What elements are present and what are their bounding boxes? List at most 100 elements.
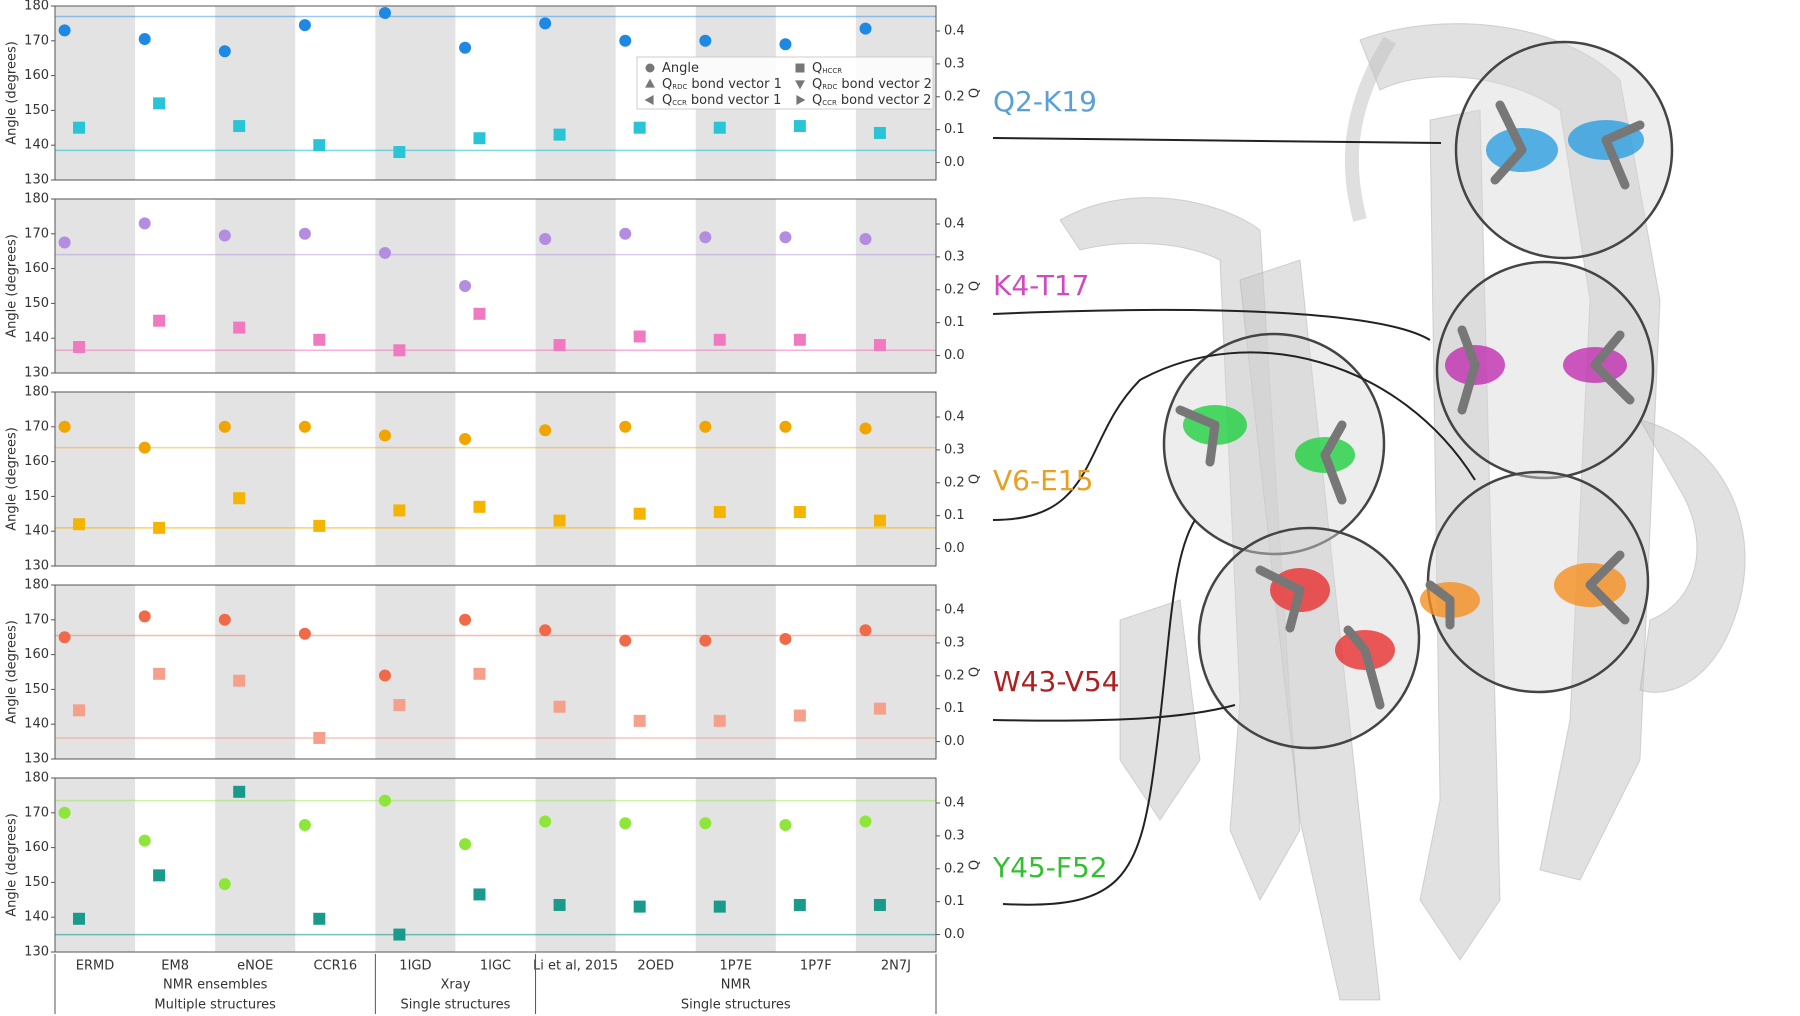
y2-tick-label: 0.0 [944,155,965,170]
legend-symbol: Q [812,93,822,108]
y2-tick-label: 0.4 [944,602,965,617]
x-tick-label: 1P7F [800,959,832,974]
panel: 130 140 150 160 170 180 0.0 0.1 0.2 0.3 0.4 Angle (… [5,192,983,381]
legend-subscript: RDC [672,83,687,91]
marker [619,634,632,647]
marker [779,231,792,244]
x-tick-label: CCR16 [313,959,357,974]
marker [859,815,872,828]
marker [619,817,632,830]
y-tick-label: 150 [24,296,49,311]
marker [873,898,886,911]
group-label: Single structures [401,998,511,1013]
marker [298,420,311,433]
marker [873,126,886,139]
ribbon [1344,36,1396,222]
y-tick-label: 140 [24,910,49,925]
highlight-circle [1454,40,1674,260]
y-tick-label: 160 [24,647,49,662]
y-tick-label: 170 [24,226,49,241]
marker [218,229,231,242]
residue-label: V6-E15 [993,464,1093,497]
y-tick-label: 170 [24,33,49,48]
band [695,585,776,759]
ribbon [1239,259,1381,1001]
marker [553,700,566,713]
marker [393,928,406,941]
y-tick-label: 180 [24,192,49,207]
marker [298,19,311,32]
group-label: NMR ensembles [163,978,268,993]
panel: 130 140 150 160 170 180 0.0 0.1 0.2 0.3 0.4 Angle (… [5,771,983,960]
y2-tick-label: 0.1 [944,894,965,909]
stick [1175,405,1347,505]
y2-axis-label: Q [968,474,983,484]
marker [699,817,712,830]
marker [633,507,646,520]
marker [313,139,326,152]
x-axis: ERMD EM8 eNOE CCR16 1IGD 1IGC Li et al, 2015 2O… [54,954,937,1014]
marker [73,912,86,925]
ribbon [1359,23,1661,881]
marker [459,280,472,292]
x-tick-label: ERMD [76,959,114,974]
marker [459,613,472,626]
y-tick-label: 130 [24,752,49,767]
panel: 130 140 150 160 170 180 0.0 0.1 0.2 0.3 0.4 Angle (… [5,385,983,574]
y-tick-label: 160 [24,68,49,83]
y2-tick-label: 0.2 [944,89,965,104]
marker [619,227,632,240]
marker [298,227,311,240]
y2-tick-label: 0.0 [944,734,965,749]
marker [473,500,486,513]
marker [779,38,792,51]
y-tick-label: 140 [24,524,49,539]
marker [779,818,792,831]
marker [393,344,406,357]
marker [633,714,646,727]
marker [873,702,886,715]
stick [1425,550,1630,630]
y2-axis-label: Q [968,860,983,870]
y2-tick-label: 0.3 [944,442,965,457]
band [215,6,296,180]
band [55,778,136,952]
group-label: Single structures [681,998,791,1013]
marker [713,714,726,727]
legend-subscript: RDC [822,83,837,91]
y-tick-label: 140 [24,717,49,732]
connector [1002,519,1196,906]
y-axis-label: Angle (degrees) [5,620,20,724]
y-tick-label: 150 [24,682,49,697]
y-tick-label: 140 [24,138,49,153]
marker [393,146,406,159]
marker [58,806,71,819]
marker [793,709,806,722]
y2-tick-label: 0.2 [944,282,965,297]
connector [992,308,1431,341]
residue-label: Y45-F52 [992,851,1108,884]
group-label: NMR [721,978,751,993]
y-tick-label: 180 [24,385,49,400]
frame [54,777,937,953]
marker [779,420,792,433]
band [55,585,136,759]
marker [378,794,391,807]
connector [992,704,1236,722]
band [535,199,616,373]
marker [619,34,632,47]
x-tick-label: EM8 [161,959,189,974]
residue-label: W43-V54 [993,665,1120,698]
marker [539,424,552,437]
marker [73,704,86,717]
marker [459,432,472,445]
marker [795,63,805,73]
y-tick-label: 130 [24,366,49,381]
y2-tick-label: 0.0 [944,348,965,363]
y-axis-label: Angle (degrees) [5,234,20,338]
marker [298,627,311,640]
marker [378,246,391,259]
y2-tick-label: 0.4 [944,795,965,810]
marker [218,878,231,891]
band [855,585,936,759]
